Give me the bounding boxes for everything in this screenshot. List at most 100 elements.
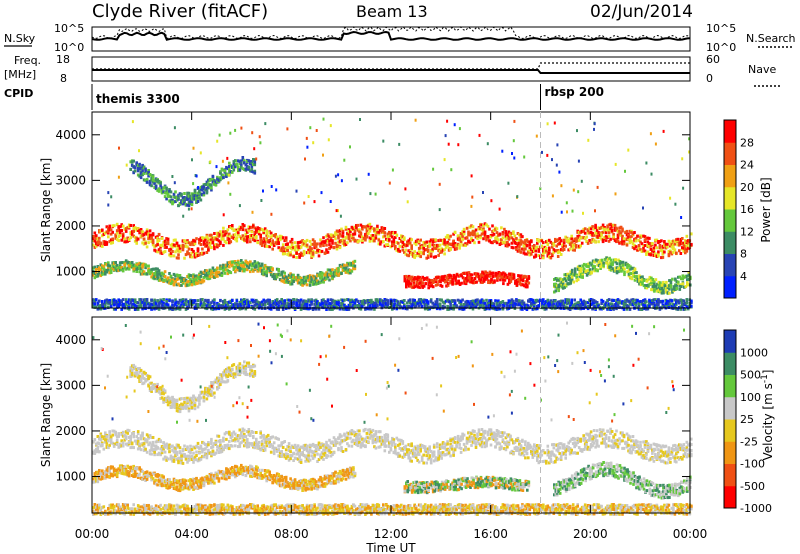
heatmap-cell: [183, 201, 186, 205]
heatmap-cell: [449, 247, 452, 251]
heatmap-cell: [612, 232, 615, 236]
heatmap-cell: [92, 266, 95, 270]
heatmap-cell: [470, 300, 473, 304]
heatmap-cell: [494, 273, 498, 277]
heatmap-cell: [424, 282, 427, 286]
heatmap-cell: [552, 248, 556, 252]
heatmap-cell: [202, 301, 206, 305]
heatmap-cell: [397, 241, 400, 245]
heatmap-cell: [205, 190, 209, 194]
heatmap-cell: [519, 304, 523, 308]
freq-right-label: Nave: [748, 63, 776, 76]
heatmap-cell: [207, 185, 210, 189]
heatmap-cell: [410, 279, 414, 282]
heatmap-cell: [467, 230, 470, 234]
heatmap-cell: [271, 267, 274, 271]
heatmap-cell: [310, 242, 313, 246]
heatmap-cell: [247, 229, 251, 233]
heatmap-cell: [481, 275, 484, 279]
heatmap-cell: [516, 241, 520, 245]
heatmap-cell: [380, 299, 384, 303]
heatmap-cell: [280, 235, 283, 239]
heatmap-cell: [364, 225, 367, 229]
heatmap-cell: [573, 269, 577, 273]
heatmap-cell: [415, 280, 418, 284]
heatmap-cell: [320, 249, 324, 253]
heatmap-cell: [229, 240, 233, 244]
heatmap-cell: [249, 235, 252, 239]
heatmap-cell: [174, 280, 177, 284]
heatmap-cell: [587, 272, 590, 275]
heatmap-cell: [166, 303, 170, 307]
heatmap-cell: [181, 196, 185, 200]
heatmap-cell: [243, 263, 246, 267]
heatmap-cell: [156, 299, 159, 303]
heatmap-cell: [414, 302, 418, 305]
heatmap-cell: [223, 298, 227, 302]
heatmap-cell: [452, 239, 455, 243]
heatmap-cell: [548, 238, 551, 242]
heatmap-cell: [193, 305, 197, 309]
heatmap-cell: [629, 265, 632, 269]
heatmap-cell: [283, 299, 286, 303]
heatmap-cell: [253, 158, 257, 162]
heatmap-cell: [632, 270, 635, 274]
heatmap-cell: [290, 273, 294, 277]
heatmap-cell: [314, 250, 318, 254]
heatmap-cell: [659, 288, 662, 292]
heatmap-cell: [198, 253, 201, 257]
heatmap-cell: [319, 238, 322, 242]
heatmap-cell: [377, 300, 381, 304]
heatmap-cell: [201, 271, 204, 275]
heatmap-cell: [320, 302, 324, 305]
heatmap-cell: [296, 241, 300, 245]
heatmap-cell: [289, 298, 292, 302]
heatmap-cell: [277, 237, 280, 241]
heatmap-cell: [470, 277, 474, 280]
heatmap-cell: [199, 238, 203, 242]
heatmap-cell: [151, 238, 155, 242]
heatmap-cell: [600, 225, 603, 229]
heatmap-cell: [686, 283, 689, 287]
heatmap-cell: [607, 231, 611, 235]
heatmap-cell: [443, 301, 446, 305]
heatmap-cell: [165, 298, 168, 302]
heatmap-cell: [232, 268, 236, 271]
heatmap-cell: [108, 299, 111, 302]
heatmap-cell: [629, 267, 632, 271]
heatmap-cell: [462, 307, 466, 311]
heatmap-cell: [172, 307, 176, 311]
heatmap-cell: [277, 304, 280, 308]
heatmap-cell: [102, 302, 106, 306]
heatmap-cell: [144, 167, 147, 171]
heatmap-cell: [124, 298, 128, 302]
heatmap-cell: [368, 227, 372, 231]
heatmap-cell: [240, 165, 243, 169]
heatmap-cell: [219, 304, 222, 308]
heatmap-cell: [169, 190, 173, 194]
heatmap-cell: [117, 225, 120, 229]
heatmap-cell: [171, 201, 174, 205]
heatmap-cell: [468, 240, 472, 244]
heatmap-cell: [141, 169, 144, 173]
heatmap-cell: [627, 272, 631, 276]
heatmap-cell: [382, 304, 385, 307]
heatmap-cell: [347, 307, 351, 311]
heatmap-cell: [217, 234, 221, 238]
heatmap-cell: [480, 298, 484, 302]
heatmap-cell: [232, 265, 236, 269]
heatmap-cell: [477, 234, 481, 238]
heatmap-cell: [417, 246, 421, 250]
heatmap-cell: [201, 278, 204, 282]
heatmap-cell: [287, 273, 291, 277]
heatmap-cell: [172, 243, 176, 247]
heatmap-cell: [216, 266, 219, 270]
heatmap-cell: [676, 237, 680, 241]
heatmap-cell: [652, 250, 656, 254]
heatmap-cell: [335, 272, 339, 276]
heatmap-cell: [210, 301, 213, 305]
heatmap-cell: [237, 165, 240, 169]
heatmap-cell: [429, 252, 433, 256]
heatmap-cell: [447, 248, 451, 252]
heatmap-cell: [516, 303, 520, 307]
